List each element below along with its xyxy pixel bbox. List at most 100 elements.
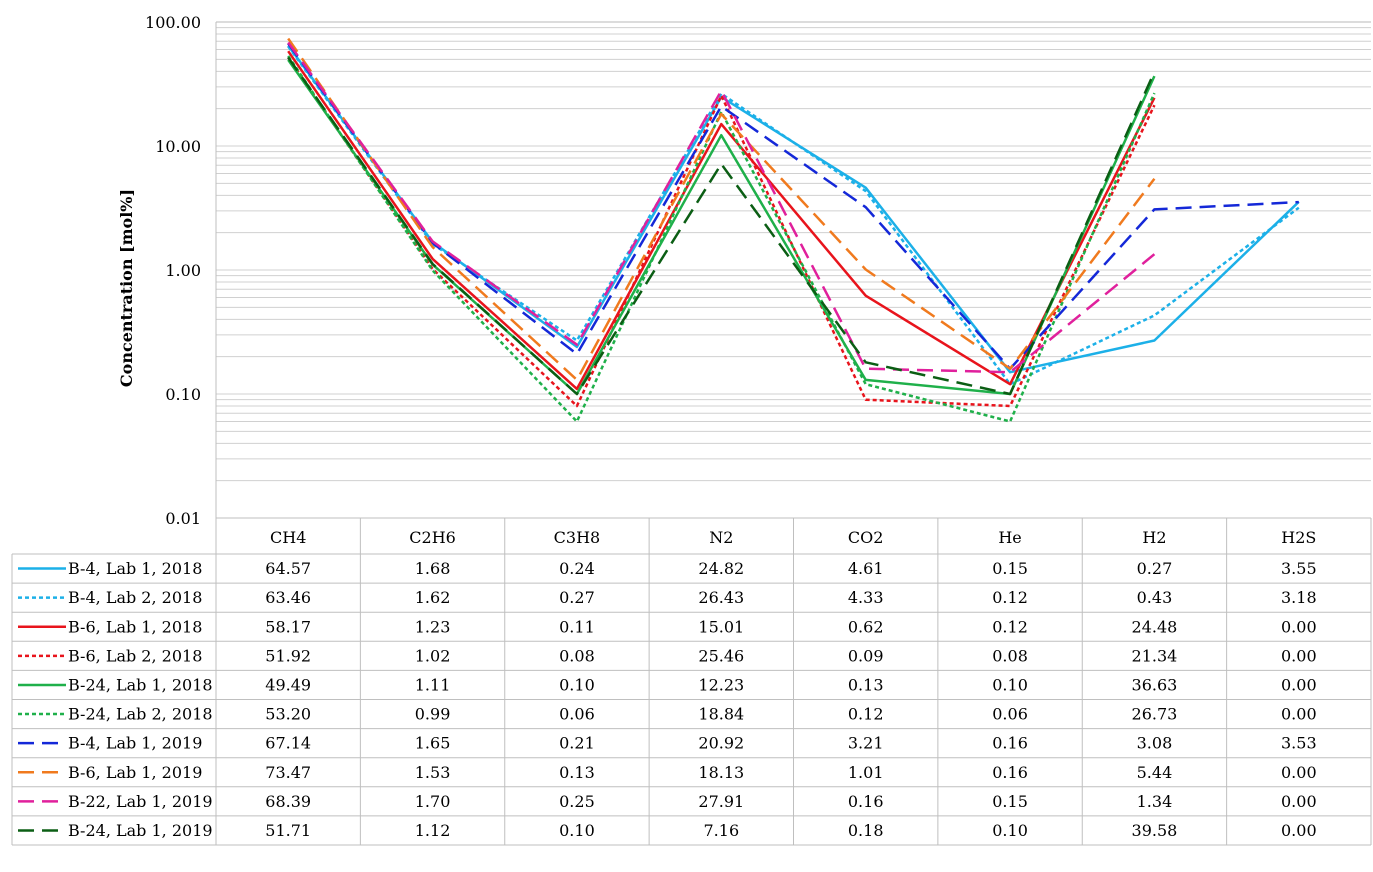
table-value: 0.10 xyxy=(992,821,1028,840)
table-value: 0.10 xyxy=(992,675,1028,694)
legend-label: B-22, Lab 1, 2019 xyxy=(68,792,213,811)
legend-label: B-4, Lab 1, 2018 xyxy=(68,559,202,578)
table-value: 1.70 xyxy=(415,792,451,811)
table-value: 67.14 xyxy=(265,734,311,753)
y-tick-label: 100.00 xyxy=(145,13,201,32)
legend-label: B-4, Lab 1, 2019 xyxy=(68,734,202,753)
data-table: CH4 C2H6 C3H8 N2 CO2 He H2 H2S B-4, Lab 1, 2018 6… xyxy=(11,518,1372,846)
table-value: 4.61 xyxy=(848,559,884,578)
table-value: 26.43 xyxy=(698,588,744,607)
table-value: 3.53 xyxy=(1281,734,1317,753)
table-value: 3.55 xyxy=(1281,559,1317,578)
table-value: 3.18 xyxy=(1281,588,1317,607)
table-value: 0.99 xyxy=(415,705,451,724)
table-value: 0.24 xyxy=(559,559,595,578)
table-value: 68.39 xyxy=(265,792,311,811)
table-value: 0.13 xyxy=(848,675,884,694)
table-value: 0.18 xyxy=(848,821,884,840)
table-value: 20.92 xyxy=(698,734,744,753)
series-line xyxy=(287,41,1156,374)
table-value: 0.21 xyxy=(559,734,595,753)
table-value: 26.73 xyxy=(1132,705,1178,724)
category-label: C2H6 xyxy=(409,528,456,547)
table-value: 36.63 xyxy=(1132,675,1178,694)
legend-label: B-6, Lab 1, 2019 xyxy=(68,763,202,782)
table-value: 0.10 xyxy=(559,821,595,840)
table-value: 3.08 xyxy=(1137,734,1173,753)
table-value: 0.12 xyxy=(992,588,1028,607)
table-value: 0.43 xyxy=(1137,588,1173,607)
table-value: 49.49 xyxy=(265,675,311,694)
table-value: 63.46 xyxy=(265,588,311,607)
legend-label: B-6, Lab 2, 2018 xyxy=(68,646,202,665)
y-tick-label: 1.00 xyxy=(165,261,201,280)
table-value: 15.01 xyxy=(698,617,744,636)
table-value: 53.20 xyxy=(265,705,311,724)
category-label: CO2 xyxy=(848,528,884,547)
table-value: 1.68 xyxy=(415,559,451,578)
legend-label: B-24, Lab 2, 2018 xyxy=(68,705,213,724)
legend-label: B-6, Lab 1, 2018 xyxy=(68,617,202,636)
table-value: 0.27 xyxy=(1137,559,1173,578)
table-value: 1.01 xyxy=(848,763,884,782)
series-line xyxy=(287,50,1156,391)
table-value: 1.65 xyxy=(415,734,451,753)
table-value: 0.08 xyxy=(559,646,595,665)
category-label: He xyxy=(998,528,1021,547)
table-value: 0.25 xyxy=(559,792,595,811)
table-value: 0.16 xyxy=(992,763,1028,782)
table-value: 0.00 xyxy=(1281,792,1317,811)
table-value: 18.13 xyxy=(698,763,744,782)
y-tick-label: 10.00 xyxy=(155,137,201,156)
table-value: 25.46 xyxy=(698,646,744,665)
table-value: 0.00 xyxy=(1281,763,1317,782)
axes: 100.00 10.00 1.00 0.10 0.01 xyxy=(145,13,1371,528)
table-value: 1.23 xyxy=(415,617,451,636)
category-label: CH4 xyxy=(270,528,306,547)
table-value: 0.09 xyxy=(848,646,884,665)
table-value: 0.06 xyxy=(992,705,1028,724)
table-value: 0.00 xyxy=(1281,821,1317,840)
category-label: N2 xyxy=(709,528,733,547)
table-value: 3.21 xyxy=(848,734,884,753)
table-value: 0.06 xyxy=(559,705,595,724)
table-value: 73.47 xyxy=(265,763,311,782)
table-value: 18.84 xyxy=(698,705,744,724)
legend-label: B-4, Lab 2, 2018 xyxy=(68,588,202,607)
table-value: 0.11 xyxy=(559,617,595,636)
legend-label: B-24, Lab 1, 2019 xyxy=(68,821,213,840)
table-value: 0.13 xyxy=(559,763,595,782)
series-line xyxy=(287,56,1156,396)
table-value: 1.62 xyxy=(415,588,451,607)
table-value: 0.15 xyxy=(992,559,1028,578)
table-value: 24.48 xyxy=(1132,617,1178,636)
table-value: 1.34 xyxy=(1137,792,1173,811)
category-label: H2S xyxy=(1281,528,1316,547)
table-value: 12.23 xyxy=(698,675,744,694)
table-value: 51.92 xyxy=(265,646,311,665)
y-axis-label: Concentration [mol%] xyxy=(117,189,136,387)
gridlines xyxy=(216,21,1371,519)
table-value: 0.27 xyxy=(559,588,595,607)
table-value: 1.12 xyxy=(415,821,451,840)
table-value: 0.08 xyxy=(992,646,1028,665)
table-value: 0.16 xyxy=(992,734,1028,753)
table-value: 24.82 xyxy=(698,559,744,578)
table-value: 0.00 xyxy=(1281,617,1317,636)
table-value: 1.11 xyxy=(415,675,451,694)
legend-label: B-24, Lab 1, 2018 xyxy=(68,675,213,694)
series-line xyxy=(287,37,1156,382)
table-value: 7.16 xyxy=(704,821,740,840)
series-line xyxy=(287,42,1299,370)
series-line xyxy=(287,45,1300,386)
y-tick-label: 0.10 xyxy=(165,385,201,404)
table-value: 51.71 xyxy=(265,821,311,840)
y-tick-label: 0.01 xyxy=(165,509,201,528)
table-value: 4.33 xyxy=(848,588,884,607)
table-value: 21.34 xyxy=(1132,646,1178,665)
table-value: 0.00 xyxy=(1281,646,1317,665)
table-value: 27.91 xyxy=(698,792,744,811)
table-value: 1.02 xyxy=(415,646,451,665)
